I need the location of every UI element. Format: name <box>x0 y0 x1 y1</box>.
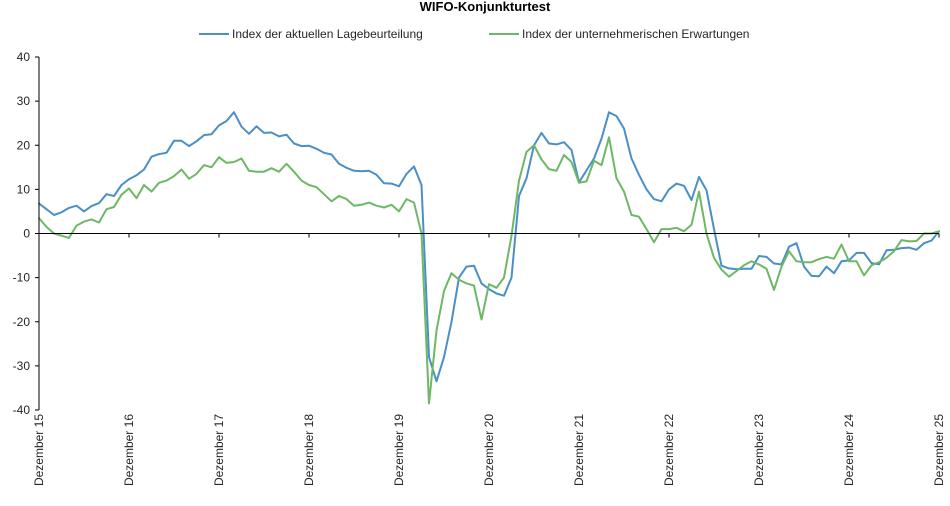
y-tick-label: -30 <box>13 359 31 373</box>
x-tick-label: Dezember 24 <box>842 414 856 486</box>
y-tick-label: -40 <box>13 403 31 417</box>
y-tick-label: -10 <box>13 271 31 285</box>
x-tick-label: Dezember 15 <box>32 414 46 486</box>
legend: Index der aktuellen Lagebeurteilung Index… <box>199 27 749 41</box>
x-tick-label: Dezember 25 <box>932 414 946 486</box>
y-tick-label: 20 <box>17 138 31 152</box>
x-tick-label: Dezember 19 <box>392 414 406 486</box>
x-tick-label: Dezember 22 <box>662 414 676 486</box>
plot-area <box>38 111 940 405</box>
chart-title: WIFO-Konjunkturtest <box>420 0 551 14</box>
y-tick-label: 40 <box>17 50 31 64</box>
x-tick-label: Dezember 17 <box>212 414 226 486</box>
y-tick-label: 30 <box>17 94 31 108</box>
x-tick-label: Dezember 16 <box>122 414 136 486</box>
y-axis: -40 -30 -20 -10 0 10 20 30 40 <box>13 50 40 417</box>
legend-label-1: Index der aktuellen Lagebeurteilung <box>232 27 423 41</box>
series-line-2 <box>38 136 940 405</box>
y-tick-label: 10 <box>17 182 31 196</box>
x-tick-label: Dezember 18 <box>302 414 316 486</box>
x-tick-label: Dezember 21 <box>572 414 586 486</box>
x-axis: Dezember 15 Dezember 16 Dezember 17 Dezembe… <box>32 233 946 486</box>
y-tick-label: 0 <box>23 227 30 241</box>
x-tick-label: Dezember 20 <box>482 414 496 486</box>
legend-label-2: Index der unternehmerischen Erwartungen <box>522 27 749 41</box>
series-line-1 <box>38 111 940 383</box>
y-tick-label: -20 <box>13 315 31 329</box>
x-tick-label: Dezember 23 <box>752 414 766 486</box>
